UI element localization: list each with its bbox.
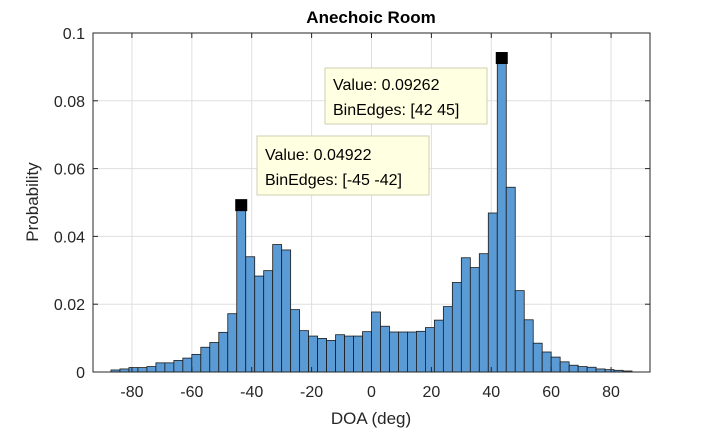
- x-tick-label: 40: [482, 384, 500, 401]
- histogram-bar: [568, 364, 579, 373]
- histogram-bar: [209, 342, 220, 373]
- histogram-bar: [173, 360, 184, 373]
- histogram-bar: [433, 319, 444, 373]
- x-tick-label: -80: [120, 384, 143, 401]
- histogram-bar: [487, 212, 498, 373]
- histogram-bar: [541, 351, 552, 373]
- histogram-bar: [478, 253, 489, 373]
- y-tick-label: 0.04: [54, 229, 85, 246]
- datatip-peak-left[interactable]: Value: 0.04922 BinEdges: [-45 -42]: [235, 135, 430, 212]
- histogram-bar: [299, 330, 310, 373]
- histogram-bar: [227, 313, 238, 373]
- histogram-bar: [164, 362, 175, 373]
- histogram-bar: [335, 334, 345, 373]
- datatip-binedges-text: BinEdges: [-45 -42]: [265, 172, 402, 189]
- x-tick-label: 80: [602, 384, 620, 401]
- datatip-marker[interactable]: [235, 199, 248, 212]
- histogram-bar: [496, 57, 507, 373]
- y-tick-label: 0.02: [54, 297, 85, 314]
- x-tick-label: 60: [542, 384, 560, 401]
- histogram-bar: [254, 275, 265, 373]
- histogram-bar: [128, 367, 139, 373]
- x-tick-label: 0: [367, 384, 376, 401]
- y-tick-label: 0: [76, 365, 85, 382]
- x-tick-label: -40: [240, 384, 263, 401]
- histogram-bar: [353, 335, 363, 373]
- histogram-bar: [469, 267, 480, 373]
- datatip-binedges-text: BinEdges: [42 45]: [333, 102, 459, 119]
- y-tick-label: 0.06: [54, 162, 85, 179]
- histogram-bar: [308, 335, 318, 373]
- histogram-bar: [245, 256, 256, 373]
- histogram-bar: [577, 366, 588, 373]
- datatip-box: [256, 135, 430, 196]
- datatip-value-text: Value: 0.09262: [333, 77, 440, 94]
- histogram-bar: [416, 330, 426, 373]
- histogram-bar: [505, 186, 516, 373]
- y-tick-label: 0.08: [54, 94, 85, 111]
- histogram-bar: [326, 340, 336, 373]
- histogram-bar: [200, 346, 211, 373]
- histogram-bar: [371, 311, 381, 373]
- histogram-bar: [344, 335, 354, 373]
- chart-title: Anechoic Room: [306, 8, 435, 27]
- axis-tick-labels: -80 -60 -40 -20 0 20 40 60 80 0 0.02 0.04 0.06 0.08 0.…: [54, 26, 620, 401]
- histogram-bar: [442, 306, 453, 373]
- histogram-bar: [380, 325, 390, 373]
- datatip-peak-right[interactable]: Value: 0.09262 BinEdges: [42 45]: [324, 52, 508, 125]
- datatip-value-text: Value: 0.04922: [265, 147, 372, 164]
- x-tick-label: 20: [422, 384, 440, 401]
- axis-ticks: [93, 32, 650, 373]
- histogram-bar: [389, 331, 399, 373]
- histogram-bar: [317, 338, 327, 373]
- histogram-bar: [290, 309, 301, 373]
- histogram-bar: [182, 357, 193, 373]
- histogram-bar: [559, 361, 570, 373]
- histogram-bar: [155, 362, 166, 373]
- histogram-bar: [550, 356, 561, 373]
- x-axis-title: DOA (deg): [331, 409, 411, 428]
- histogram-bar: [281, 249, 292, 373]
- histogram-bar: [236, 204, 247, 373]
- histogram-bar: [272, 244, 283, 373]
- histogram-bar: [218, 331, 229, 373]
- histogram-bar: [425, 327, 435, 373]
- histogram-bar: [146, 366, 157, 373]
- datatip-marker[interactable]: [495, 52, 508, 65]
- histogram-bar: [137, 367, 148, 373]
- histogram-bar: [263, 270, 274, 373]
- x-tick-label: -20: [300, 384, 323, 401]
- histogram-bar: [460, 257, 471, 373]
- histogram-bars: [110, 57, 633, 373]
- histogram-bar: [451, 282, 462, 373]
- histogram-bar: [191, 353, 202, 373]
- histogram-bar: [532, 342, 543, 373]
- histogram-bar: [398, 331, 408, 373]
- histogram-bar: [514, 290, 525, 373]
- datatip-box: [324, 67, 488, 125]
- histogram-bar: [362, 331, 372, 373]
- histogram-bar: [586, 366, 597, 373]
- histogram-bar: [523, 319, 534, 373]
- y-tick-label: 0.1: [63, 26, 85, 43]
- x-tick-label: -60: [180, 384, 203, 401]
- histogram-bar: [407, 331, 417, 373]
- y-axis-title: Probability: [23, 162, 42, 242]
